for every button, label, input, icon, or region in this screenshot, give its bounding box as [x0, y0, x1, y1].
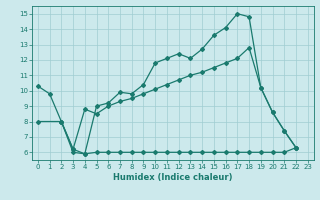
X-axis label: Humidex (Indice chaleur): Humidex (Indice chaleur) — [113, 173, 233, 182]
